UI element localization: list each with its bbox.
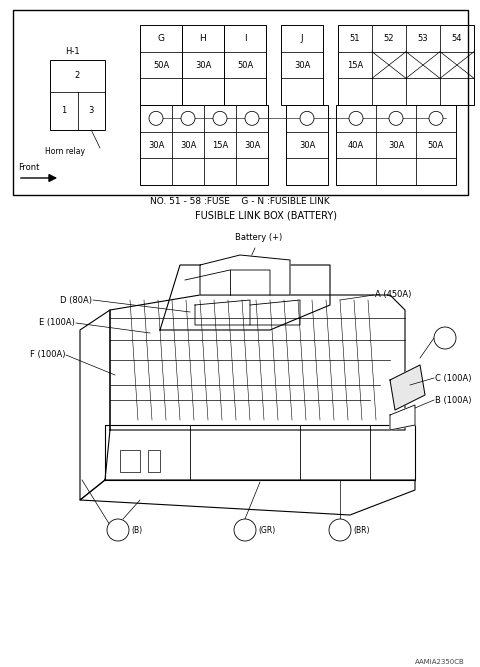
Bar [140, 105, 268, 185]
Text: E (100A): E (100A) [39, 319, 75, 327]
Bar [336, 105, 456, 185]
Circle shape [107, 519, 129, 541]
Text: (BR): (BR) [353, 526, 370, 534]
Bar [148, 450, 160, 472]
Text: AAMIA2350CB: AAMIA2350CB [415, 659, 465, 665]
Text: 58: 58 [247, 114, 257, 123]
Text: C (100A): C (100A) [435, 374, 471, 382]
Text: 30A: 30A [195, 61, 211, 69]
Text: 53: 53 [418, 34, 428, 43]
Text: H-1: H-1 [65, 47, 79, 57]
Circle shape [389, 111, 403, 125]
Text: 30A: 30A [294, 61, 310, 69]
Bar [286, 105, 328, 185]
Text: F (100A): F (100A) [29, 350, 65, 360]
Text: F30: F30 [111, 527, 124, 533]
Text: J: J [300, 34, 303, 43]
Text: D (80A): D (80A) [60, 295, 92, 305]
Circle shape [429, 111, 443, 125]
Text: E27: E27 [334, 527, 347, 533]
Bar [182, 25, 224, 105]
Circle shape [149, 111, 163, 125]
Text: B (100A): B (100A) [435, 396, 471, 404]
Text: N: N [432, 114, 439, 123]
Text: H: H [200, 34, 206, 43]
Text: 50A: 50A [237, 61, 253, 69]
Bar [13, 10, 468, 195]
Bar [120, 450, 140, 472]
Bar [281, 25, 323, 105]
Text: K: K [304, 114, 310, 123]
Text: (B): (B) [131, 526, 142, 534]
Polygon shape [200, 255, 290, 295]
Text: A (450A): A (450A) [375, 291, 411, 299]
Text: Battery (+): Battery (+) [235, 233, 282, 241]
Text: 30A: 30A [148, 141, 164, 149]
Bar [224, 25, 266, 105]
Text: 30A: 30A [244, 141, 260, 149]
Text: 50A: 50A [428, 141, 444, 149]
Text: 55: 55 [151, 114, 161, 123]
Text: 1: 1 [61, 106, 66, 115]
Text: 2: 2 [75, 71, 80, 80]
Polygon shape [80, 310, 110, 500]
Text: 30A: 30A [388, 141, 404, 149]
Text: I: I [244, 34, 246, 43]
Text: F39: F39 [439, 335, 452, 341]
Polygon shape [80, 480, 415, 515]
Text: NO. 51 - 58 :FUSE    G - N :FUSIBLE LINK: NO. 51 - 58 :FUSE G - N :FUSIBLE LINK [150, 197, 330, 207]
Text: 3: 3 [89, 106, 94, 115]
Text: 30A: 30A [180, 141, 196, 149]
Polygon shape [160, 265, 330, 330]
Polygon shape [390, 365, 425, 410]
Text: 15A: 15A [347, 61, 363, 69]
Circle shape [245, 111, 259, 125]
Polygon shape [105, 425, 415, 480]
Text: Horn relay: Horn relay [45, 147, 85, 157]
Text: L: L [353, 114, 359, 123]
Text: Front: Front [18, 163, 39, 173]
Circle shape [213, 111, 227, 125]
Circle shape [329, 519, 351, 541]
Text: (GR): (GR) [258, 526, 275, 534]
Text: E7: E7 [240, 527, 250, 533]
Bar [140, 25, 182, 105]
Text: 50A: 50A [153, 61, 169, 69]
Circle shape [181, 111, 195, 125]
Circle shape [434, 327, 456, 349]
Circle shape [349, 111, 363, 125]
Text: 51: 51 [350, 34, 360, 43]
Bar [338, 25, 474, 105]
Text: 30A: 30A [299, 141, 315, 149]
Text: G: G [157, 34, 165, 43]
Circle shape [300, 111, 314, 125]
Text: M: M [392, 114, 400, 123]
Text: 40A: 40A [348, 141, 364, 149]
Circle shape [234, 519, 256, 541]
Text: FUSIBLE LINK BOX (BATTERY): FUSIBLE LINK BOX (BATTERY) [195, 210, 337, 220]
Polygon shape [110, 295, 405, 430]
Text: 54: 54 [452, 34, 462, 43]
Text: 15A: 15A [212, 141, 228, 149]
Text: 57: 57 [215, 114, 225, 123]
Text: 52: 52 [384, 34, 394, 43]
Text: 56: 56 [183, 114, 193, 123]
Bar [50, 60, 105, 130]
Polygon shape [390, 405, 415, 430]
